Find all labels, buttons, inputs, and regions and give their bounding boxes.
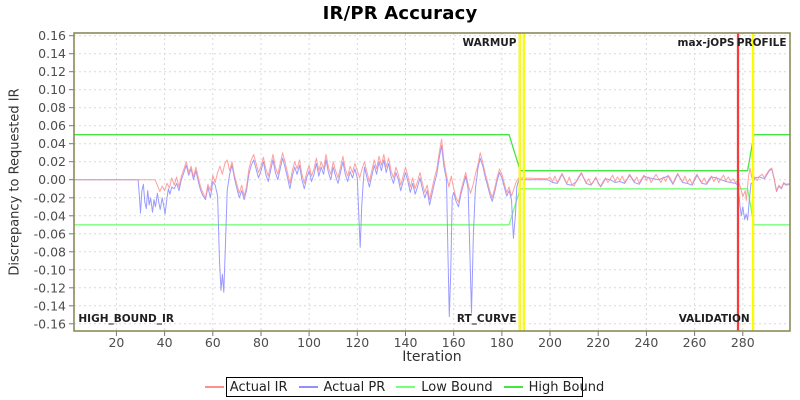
svg-text:60: 60: [205, 335, 221, 350]
legend-label: Low Bound: [421, 379, 493, 395]
axis-ticks: 0.16 0.14 0.12 0.10 0.08 0.06 0.04 0.02 0.00 -0.0…: [34, 28, 755, 350]
legend-label: High Bound: [528, 379, 605, 395]
series-low-bound: [74, 188, 790, 226]
svg-text:max-jOPS: max-jOPS: [678, 37, 735, 49]
legend-swatch: [204, 386, 224, 388]
svg-text:-0.04: -0.04: [34, 208, 66, 223]
svg-text:0.16: 0.16: [38, 28, 66, 43]
svg-text:280: 280: [731, 335, 755, 350]
legend-label: Actual PR: [323, 379, 386, 395]
svg-text:-0.10: -0.10: [34, 262, 66, 277]
svg-text:80: 80: [253, 335, 269, 350]
svg-text:0.08: 0.08: [38, 100, 66, 115]
svg-text:0.12: 0.12: [38, 64, 66, 79]
phase-marker-line: [518, 33, 521, 331]
svg-text:0.02: 0.02: [38, 154, 66, 169]
svg-text:0.06: 0.06: [38, 118, 66, 133]
svg-text:-0.02: -0.02: [34, 190, 66, 205]
svg-text:WARMUP: WARMUP: [463, 37, 517, 49]
series-high-bound: [74, 134, 790, 172]
svg-text:160: 160: [442, 335, 466, 350]
phase-marker-line: [522, 33, 526, 331]
svg-text:-0.08: -0.08: [34, 244, 66, 259]
svg-text:HIGH_BOUND_IR: HIGH_BOUND_IR: [78, 313, 174, 325]
svg-text:0.10: 0.10: [38, 82, 66, 97]
svg-text:120: 120: [345, 335, 369, 350]
legend-item-low-bound: Low Bound: [396, 379, 493, 395]
svg-text:PROFILE: PROFILE: [737, 37, 787, 49]
phase-marker-line: [736, 33, 740, 331]
svg-text:0.00: 0.00: [38, 172, 66, 187]
svg-text:0.04: 0.04: [38, 136, 66, 151]
svg-text:-0.14: -0.14: [34, 298, 66, 313]
series-actual-pr: [74, 145, 790, 318]
legend-item-high-bound: High Bound: [503, 379, 605, 395]
svg-text:VALIDATION: VALIDATION: [679, 313, 750, 325]
svg-text:220: 220: [586, 335, 610, 350]
legend: Actual IR Actual PR Low Bound High Bound: [204, 377, 604, 397]
svg-text:40: 40: [157, 335, 173, 350]
legend-swatch: [396, 386, 416, 388]
legend-label: Actual IR: [229, 379, 288, 395]
svg-text:140: 140: [394, 335, 418, 350]
phase-labels: WARMUP max-jOPS PROFILE HIGH_BOUND_IR RT_CUR…: [78, 37, 786, 325]
legend-item-actual-pr: Actual PR: [298, 379, 386, 395]
svg-text:100: 100: [297, 335, 321, 350]
svg-text:RT_CURVE: RT_CURVE: [457, 313, 517, 325]
x-axis-label: Iteration: [402, 349, 462, 365]
series-lines: [74, 33, 790, 331]
svg-text:180: 180: [490, 335, 514, 350]
svg-text:20: 20: [108, 335, 124, 350]
svg-text:200: 200: [538, 335, 562, 350]
legend-item-actual-ir: Actual IR: [204, 379, 288, 395]
svg-text:-0.06: -0.06: [34, 226, 66, 241]
y-axis-label: Discrepancy to Requested IR: [7, 88, 23, 276]
svg-text:-0.16: -0.16: [34, 316, 66, 331]
gridlines: [74, 33, 790, 331]
svg-text:-0.12: -0.12: [34, 280, 66, 295]
svg-text:240: 240: [634, 335, 658, 350]
chart-title: IR/PR Accuracy: [322, 3, 478, 24]
phase-marker-line: [751, 33, 755, 331]
svg-text:0.14: 0.14: [38, 46, 66, 61]
legend-swatch: [503, 386, 523, 388]
series-actual-ir: [74, 138, 790, 203]
svg-text:260: 260: [683, 335, 707, 350]
legend-swatch: [298, 386, 318, 388]
plot-border: [73, 32, 791, 332]
